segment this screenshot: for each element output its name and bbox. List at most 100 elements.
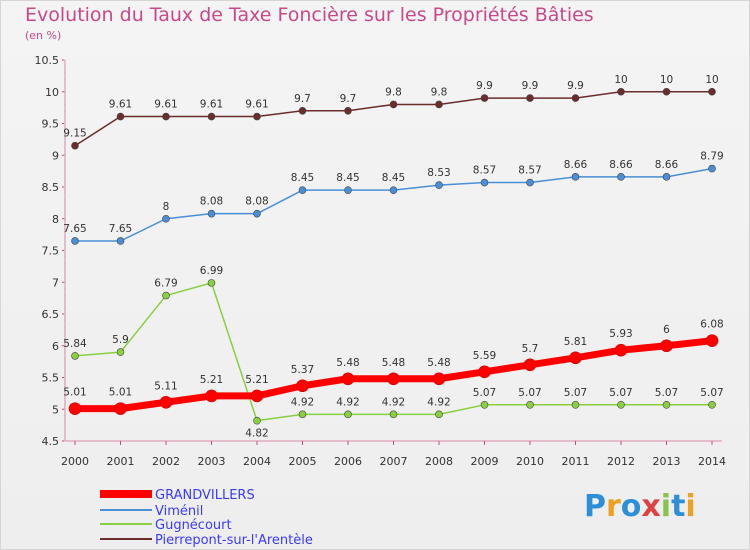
data-label: 9.7 xyxy=(294,93,311,105)
data-label: 9.8 xyxy=(431,86,448,98)
data-point xyxy=(480,94,489,102)
data-label: 5.9 xyxy=(112,334,129,346)
x-tick-label: 2014 xyxy=(698,455,726,468)
data-point xyxy=(617,87,625,96)
y-tick-label: 8 xyxy=(52,213,59,226)
x-tick-label: 2003 xyxy=(198,455,226,468)
data-point xyxy=(205,389,218,403)
data-label: 9.61 xyxy=(200,99,223,111)
data-point xyxy=(68,402,82,415)
data-label: 5.11 xyxy=(154,380,177,392)
data-label: 5.07 xyxy=(473,387,496,399)
data-label: 8.45 xyxy=(336,172,359,184)
data-point xyxy=(617,401,625,409)
data-point xyxy=(432,372,446,386)
data-label: 9.9 xyxy=(522,80,539,92)
data-point xyxy=(660,339,673,353)
x-tick-label: 2004 xyxy=(243,455,271,468)
data-point xyxy=(162,214,170,223)
data-label: 5.07 xyxy=(609,387,632,399)
x-tick-label: 2008 xyxy=(425,455,453,468)
data-label: 9.61 xyxy=(154,99,177,111)
data-point xyxy=(159,395,173,409)
data-label: 5.37 xyxy=(291,364,314,376)
data-label: 9.61 xyxy=(245,99,268,111)
data-point xyxy=(569,351,582,365)
legend-label: GRANDVILLERS xyxy=(155,488,255,503)
data-label: 4.92 xyxy=(427,396,450,408)
legend-label: Pierrepont-sur-l'Arentèle xyxy=(155,533,313,548)
data-point xyxy=(344,107,352,115)
data-point xyxy=(389,100,398,109)
unit-label: (en %) xyxy=(25,29,62,42)
data-point xyxy=(708,87,716,96)
legend-label: Viménil xyxy=(155,504,203,519)
data-label: 5.07 xyxy=(700,387,723,399)
y-tick-label: 8.5 xyxy=(42,181,60,194)
data-label: 7.65 xyxy=(63,223,86,235)
data-point xyxy=(480,401,489,409)
data-point xyxy=(253,209,261,218)
data-label: 5.07 xyxy=(655,387,678,399)
data-point xyxy=(662,87,671,96)
x-tick-label: 2012 xyxy=(607,455,635,468)
data-point xyxy=(435,181,443,189)
proxiti-logo: Proxiti xyxy=(584,489,696,524)
data-label: 5.21 xyxy=(245,374,268,386)
data-label: 5.07 xyxy=(564,387,587,399)
data-label: 5.81 xyxy=(564,336,587,348)
logo-letter: i xyxy=(685,489,695,524)
logo-letter: i xyxy=(661,489,671,524)
data-label: 5.01 xyxy=(63,387,86,399)
series-pierrepont-sur-l-arent-le: 9.15 9.61 9.61 9.61 9.61 9.7 9.7 9.8 9.8 9.9 9.9 9.… xyxy=(63,74,719,150)
legend: GRANDVILLERSViménilGugnécourtPierrepont-… xyxy=(100,488,313,548)
data-label: 6 xyxy=(663,324,670,336)
x-tick-label: 2005 xyxy=(289,455,317,468)
data-label: 8.45 xyxy=(382,172,405,184)
data-label: 8.66 xyxy=(609,159,633,171)
y-tick-label: 4.5 xyxy=(42,435,60,448)
data-point xyxy=(298,186,307,194)
data-point xyxy=(162,291,170,300)
data-label: 5.7 xyxy=(522,343,539,355)
logo-letter: x xyxy=(641,489,660,524)
y-tick-label: 10 xyxy=(45,86,59,99)
data-point xyxy=(207,112,216,121)
data-point xyxy=(387,372,400,386)
data-label: 8.79 xyxy=(700,151,723,163)
data-point xyxy=(344,410,352,419)
data-point xyxy=(708,401,716,409)
logo-letter: r xyxy=(606,489,621,524)
data-label: 6.79 xyxy=(154,278,177,290)
data-label: 7.65 xyxy=(109,223,132,235)
data-point xyxy=(298,107,307,115)
data-label: 5.59 xyxy=(473,350,496,362)
data-label: 10 xyxy=(705,74,718,86)
data-label: 8.45 xyxy=(291,172,314,184)
data-label: 6.08 xyxy=(700,319,723,331)
data-label: 4.92 xyxy=(382,396,405,408)
data-point xyxy=(526,178,534,187)
data-point xyxy=(617,173,625,181)
series-gugn-court: 5.84 5.96.796.994.824.92 4.92 4.92 4.925.07 5… xyxy=(63,265,723,440)
x-tick-label: 2006 xyxy=(334,455,362,468)
data-point xyxy=(614,343,628,357)
x-tick-label: 2013 xyxy=(653,455,681,468)
data-label: 4.92 xyxy=(336,396,359,408)
data-label: 5.48 xyxy=(382,357,405,369)
data-point xyxy=(662,173,671,181)
data-label: 8.66 xyxy=(655,159,679,171)
data-label: 9.9 xyxy=(476,80,493,92)
data-label: 9.9 xyxy=(567,80,584,92)
data-label: 5.48 xyxy=(336,357,359,369)
data-point xyxy=(435,100,443,109)
data-label: 8 xyxy=(163,201,170,213)
data-point xyxy=(705,334,719,347)
data-label: 6.99 xyxy=(200,265,223,277)
data-point xyxy=(250,389,264,403)
x-tick-label: 2009 xyxy=(471,455,499,468)
data-label: 5.93 xyxy=(609,328,632,340)
data-point xyxy=(526,94,534,102)
data-label: 9.61 xyxy=(109,99,132,111)
